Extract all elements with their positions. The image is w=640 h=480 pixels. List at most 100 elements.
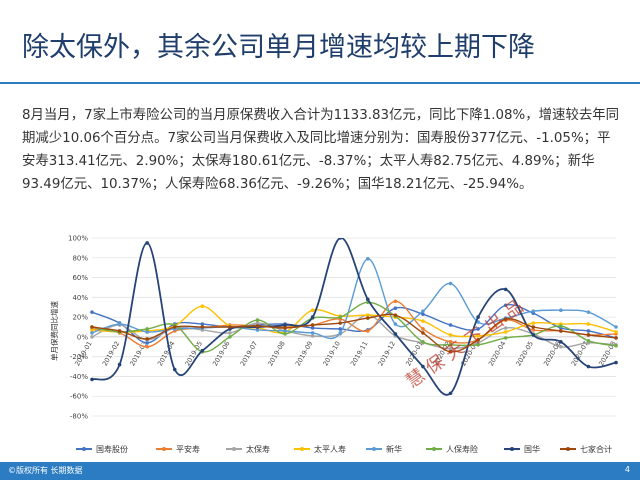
data-point xyxy=(365,316,370,320)
data-point xyxy=(614,360,618,365)
legend-item: 人保寿险 xyxy=(426,444,478,454)
data-point xyxy=(503,287,508,292)
data-point xyxy=(90,310,94,314)
series-line-2 xyxy=(91,300,617,348)
legend-label: 国寿股份 xyxy=(96,444,128,454)
data-point xyxy=(559,324,563,328)
data-point xyxy=(310,323,315,327)
data-point xyxy=(117,329,122,333)
data-point xyxy=(200,325,205,329)
data-point xyxy=(448,343,453,347)
series-line-4 xyxy=(91,305,617,338)
legend-item: 国寿股份 xyxy=(76,444,128,454)
data-point xyxy=(421,364,425,369)
legend-marker xyxy=(232,447,236,451)
y-tick-label: -40% xyxy=(70,373,88,381)
y-tick-label: -20% xyxy=(70,353,88,361)
legend-label: 新华 xyxy=(386,444,402,454)
y-tick-label: 100% xyxy=(68,235,88,243)
legend-label: 七家合计 xyxy=(580,444,612,454)
data-point xyxy=(503,336,508,340)
data-point xyxy=(145,241,149,245)
data-point xyxy=(559,344,563,349)
y-axis-label: 单月保费同比增速 xyxy=(49,301,59,361)
data-point xyxy=(614,336,618,340)
data-point xyxy=(310,315,315,319)
data-point xyxy=(393,322,398,326)
legend-item: 太保寿 xyxy=(226,444,270,454)
data-point xyxy=(586,310,591,314)
data-point xyxy=(310,334,315,338)
x-tick-label: 2019-06 xyxy=(211,340,232,368)
legend-marker xyxy=(162,447,166,451)
data-point xyxy=(421,309,425,313)
x-tick-label: 2019-09 xyxy=(294,340,315,368)
data-point xyxy=(145,337,149,341)
data-point xyxy=(90,335,94,339)
legend-marker xyxy=(432,447,436,451)
data-point xyxy=(228,335,232,339)
data-point xyxy=(172,325,177,329)
y-tick-label: 80% xyxy=(72,254,88,262)
x-tick-label: 2019-07 xyxy=(239,340,260,368)
data-point xyxy=(448,323,453,327)
data-point xyxy=(393,332,398,336)
data-point xyxy=(559,329,563,333)
data-point xyxy=(338,327,343,331)
legend-label: 太保寿 xyxy=(246,444,270,454)
data-point xyxy=(503,303,508,308)
x-tick-label: 2019-10 xyxy=(321,340,342,368)
y-tick-label: 0% xyxy=(77,333,88,341)
data-point xyxy=(117,362,122,367)
data-point xyxy=(145,330,149,334)
data-point xyxy=(255,321,260,325)
chart-legend: 国寿股份 平安寿 太保寿 太平人寿 新华 人保寿险 国华 七家合计 xyxy=(76,444,612,454)
data-point xyxy=(393,306,398,311)
data-point xyxy=(365,256,370,261)
data-point xyxy=(531,309,536,313)
data-point xyxy=(586,322,591,326)
data-point xyxy=(200,348,205,353)
legend-label: 人保寿险 xyxy=(446,444,478,454)
slide-title: 除太保外，其余公司单月增速均较上期下降 xyxy=(22,32,535,63)
data-point xyxy=(393,313,398,317)
y-tick-label: 60% xyxy=(72,274,88,282)
data-point xyxy=(200,304,205,309)
data-point xyxy=(476,315,480,319)
y-tick-label: 20% xyxy=(72,314,88,322)
legend-marker xyxy=(372,447,376,451)
data-point xyxy=(365,297,370,302)
x-tick-label: 2019-11 xyxy=(349,340,370,368)
data-point xyxy=(365,329,370,333)
footer-copyright: ©版权所有 长期数据 xyxy=(8,466,83,475)
growth-line-chart: 100% 80% 60% 40% 20% 0% -20% -40% -60% -80% 2019-… xyxy=(24,226,624,462)
data-point xyxy=(310,326,315,330)
data-point xyxy=(338,238,343,240)
legend-item: 太平人寿 xyxy=(294,444,346,454)
legend-marker xyxy=(566,447,570,451)
x-tick-label: 2019-12 xyxy=(377,340,398,368)
data-point xyxy=(90,377,94,382)
data-point xyxy=(586,329,591,333)
data-point xyxy=(503,317,508,321)
data-point xyxy=(421,340,425,344)
data-point xyxy=(531,321,536,325)
data-point xyxy=(503,330,508,334)
x-tick-label: 2019-05 xyxy=(184,340,205,368)
legend-marker xyxy=(300,447,304,451)
data-point xyxy=(200,322,205,326)
legend-label: 国华 xyxy=(524,444,540,454)
data-point xyxy=(614,330,618,334)
x-tick-label: 2020-05 xyxy=(514,340,535,368)
data-point xyxy=(255,324,260,328)
x-tick-label: 2020-04 xyxy=(487,340,508,368)
y-tick-label: -60% xyxy=(70,393,88,401)
x-tick-label: 2019-02 xyxy=(101,340,122,368)
data-point xyxy=(476,327,480,331)
chart-svg: 100% 80% 60% 40% 20% 0% -20% -40% -60% -80% 2019-… xyxy=(49,235,618,454)
y-axis: 100% 80% 60% 40% 20% 0% -20% -40% -60% -80% xyxy=(68,235,88,421)
data-point xyxy=(476,334,480,338)
data-point xyxy=(283,326,287,330)
data-point xyxy=(586,364,591,369)
title-divider xyxy=(0,82,640,84)
